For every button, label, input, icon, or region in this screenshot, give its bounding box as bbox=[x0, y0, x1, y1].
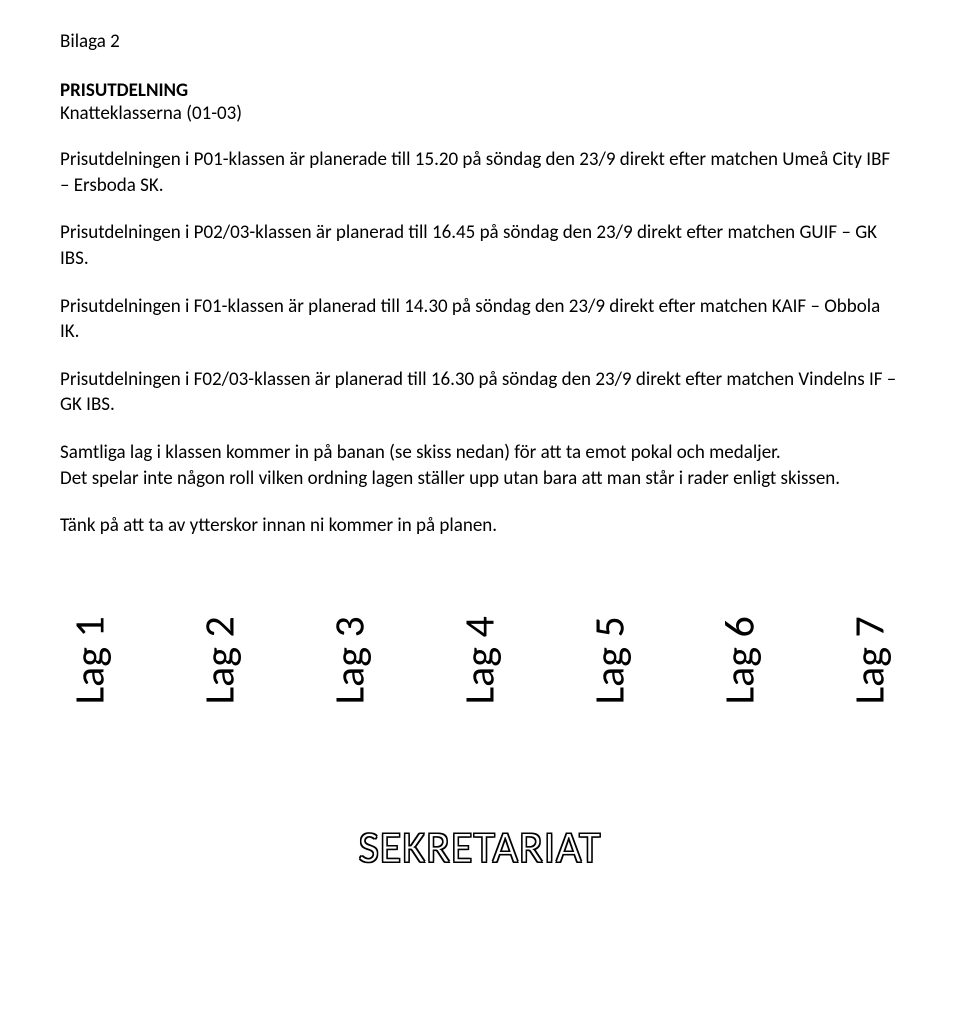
document-subtitle: Knatteklasserna (01-03) bbox=[60, 102, 900, 125]
paragraph-p0203: Prisutdelningen i P02/03-klassen är plan… bbox=[60, 220, 900, 271]
paragraph-f0203: Prisutdelningen i F02/03-klassen är plan… bbox=[60, 367, 900, 418]
team-label-6: Lag 6 bbox=[715, 665, 766, 705]
page: Bilaga 2 PRISUTDELNING Knatteklasserna (… bbox=[0, 0, 960, 914]
paragraph-all-teams: Samtliga lag i klassen kommer in på bana… bbox=[60, 440, 900, 466]
secretariat-label: SEKRETARIAT bbox=[359, 820, 602, 874]
team-label-7: Lag 7 bbox=[845, 665, 896, 705]
paragraph-order: Det spelar inte någon roll vilken ordnin… bbox=[60, 466, 900, 492]
document-title: PRISUTDELNING bbox=[60, 79, 900, 102]
layout-diagram: Lag 1 Lag 2 Lag 3 Lag 4 Lag 5 Lag 6 Lag … bbox=[60, 659, 900, 874]
team-label-2: Lag 2 bbox=[195, 665, 246, 705]
paragraph-shoes: Tänk på att ta av ytterskor innan ni kom… bbox=[60, 513, 900, 539]
paragraph-f01: Prisutdelningen i F01-klassen är planera… bbox=[60, 294, 900, 345]
team-label-4: Lag 4 bbox=[455, 665, 506, 705]
secretariat-wrap: SEKRETARIAT bbox=[60, 820, 900, 874]
header-label: Bilaga 2 bbox=[60, 30, 900, 53]
team-label-1: Lag 1 bbox=[65, 665, 116, 705]
paragraph-p01: Prisutdelningen i P01-klassen är planera… bbox=[60, 147, 900, 198]
team-row: Lag 1 Lag 2 Lag 3 Lag 4 Lag 5 Lag 6 Lag … bbox=[60, 659, 900, 710]
team-label-5: Lag 5 bbox=[585, 665, 636, 705]
team-label-3: Lag 3 bbox=[325, 665, 376, 705]
